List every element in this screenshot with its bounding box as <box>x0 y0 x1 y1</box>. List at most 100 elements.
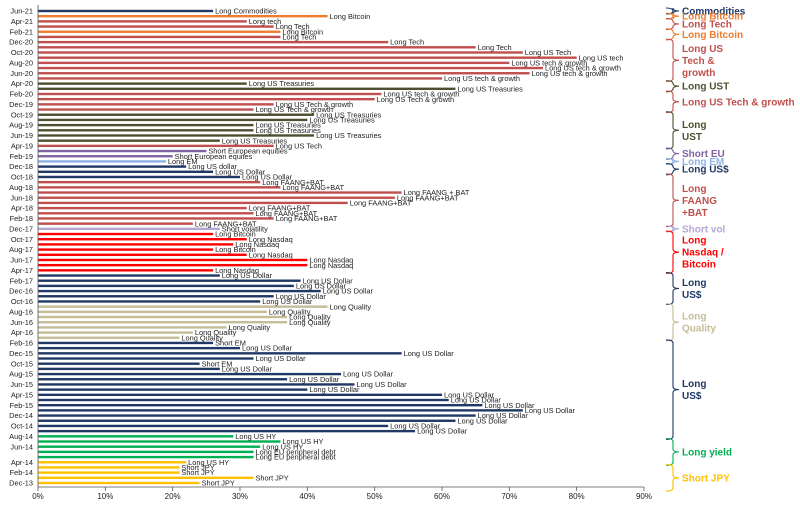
y-tick-label: Apr-19 <box>11 141 33 150</box>
bar-label: Long US Dollar <box>451 396 502 405</box>
y-tick-label: Apr-20 <box>11 79 33 88</box>
legend-label-line: Long Tech <box>682 19 732 30</box>
bar <box>38 180 261 184</box>
bar <box>38 87 456 90</box>
y-tick-label: Oct-19 <box>11 110 33 119</box>
bar-label: Long US Dollar <box>262 297 313 306</box>
bar-label: Long Commodities <box>215 7 277 16</box>
y-tick-label: Dec-17 <box>9 224 33 233</box>
bar-label: Long US Treasuries <box>249 79 315 88</box>
bar <box>38 206 247 210</box>
bar-label: Long US HY <box>188 458 229 467</box>
bar <box>38 160 166 163</box>
y-tick-label: Dec-18 <box>9 162 33 171</box>
bar <box>38 310 267 314</box>
bar <box>38 263 308 267</box>
bar <box>38 118 308 122</box>
bar <box>38 222 193 225</box>
bar <box>38 14 328 18</box>
bar-label: Long Nasdaq <box>215 266 259 275</box>
bar-label: Long US Treasuries <box>255 121 321 130</box>
bar <box>38 191 402 194</box>
bars-layer <box>38 9 577 485</box>
bar <box>38 66 543 70</box>
bar-label: Long US Tech <box>525 48 571 57</box>
bar-label: Long Bitcoin <box>215 230 256 239</box>
legend-label: Long yield <box>682 447 732 458</box>
y-tick-label: Jun-15 <box>10 380 33 389</box>
bar-label: Long Nasdaq <box>249 235 293 244</box>
bar-label: Long US Dollar <box>309 385 360 394</box>
bar <box>38 51 523 54</box>
bar-label: Long US tech & growth <box>383 90 459 99</box>
legend-label-line: Tech & <box>682 56 715 67</box>
bar-label: Long FAANG + BAT <box>404 188 470 197</box>
bar-label: Long US HY <box>262 442 303 451</box>
bar-label: Long FAANG+BAT <box>397 193 459 202</box>
bar-label: Long US HY <box>282 437 323 446</box>
bar <box>38 46 476 49</box>
bar <box>38 414 476 417</box>
bar-label: Long US Dollar <box>215 167 266 176</box>
legend-label-line: Long US$ <box>682 165 729 176</box>
bar-label: Long FAANG+BAT <box>262 178 324 187</box>
bar-label: Long US Dollar <box>478 411 529 420</box>
legend-label: Long EM <box>682 157 724 168</box>
x-tick-label: 80% <box>569 492 585 501</box>
y-tick-label: Feb-14 <box>10 468 33 477</box>
legend-label-line: growth <box>682 68 715 79</box>
bar <box>38 476 254 480</box>
legend-bracket <box>665 90 680 114</box>
y-tick-label: Apr-17 <box>11 266 33 275</box>
legend-label: Long Nasdaq / Bitcoin <box>682 236 724 271</box>
y-tick-label: Feb-18 <box>10 214 33 223</box>
bar <box>38 274 220 277</box>
x-tick-label: 60% <box>434 492 450 501</box>
bar <box>38 108 254 111</box>
bar <box>38 321 288 324</box>
bar <box>38 466 180 469</box>
y-tick-label: Dec-14 <box>9 411 33 420</box>
bar <box>38 279 301 282</box>
legend-label-line: Long EM <box>682 157 724 168</box>
y-tick-label: Oct-18 <box>11 173 33 182</box>
bar <box>38 357 254 360</box>
bar <box>38 149 207 153</box>
bar <box>38 424 389 428</box>
legend-label-line: Long US Tech & growth <box>682 97 795 108</box>
bar-label: Long FAANG+BAT <box>276 214 338 223</box>
bar-label: Short EM <box>202 359 233 368</box>
bar <box>38 196 395 199</box>
bar <box>38 201 348 205</box>
bar <box>38 248 214 251</box>
legend-label-line: Long <box>682 379 706 390</box>
y-tick-label: Aug-16 <box>9 307 33 316</box>
bar-label: Long US Dollar <box>303 276 354 285</box>
bar <box>38 20 247 23</box>
y-tick-label: Aug-20 <box>9 58 33 67</box>
bar-label: Short JPY <box>181 468 214 477</box>
bar <box>38 362 200 365</box>
bar <box>38 165 187 168</box>
bar <box>38 72 530 75</box>
bar-label: Long US Dollar <box>296 282 347 291</box>
bar <box>38 331 193 334</box>
legend-bracket <box>665 339 680 440</box>
bar <box>38 227 220 231</box>
bar-label: Long US Treasuries <box>457 84 523 93</box>
x-tick-label: 90% <box>636 492 652 501</box>
y-tick-label: Aug-18 <box>9 183 33 192</box>
y-tick-label: Dec-15 <box>9 349 33 358</box>
legend-bracket <box>665 28 680 41</box>
bar <box>38 77 442 80</box>
bar-label: Long US tech & growth <box>444 74 520 83</box>
legend-label-line: Short JPY <box>682 473 730 484</box>
bar <box>38 232 214 236</box>
bar <box>38 175 240 179</box>
bar <box>38 409 523 412</box>
bar <box>38 212 254 215</box>
bar-label: Long Tech <box>282 33 316 42</box>
legend-label-line: Long <box>682 312 706 323</box>
